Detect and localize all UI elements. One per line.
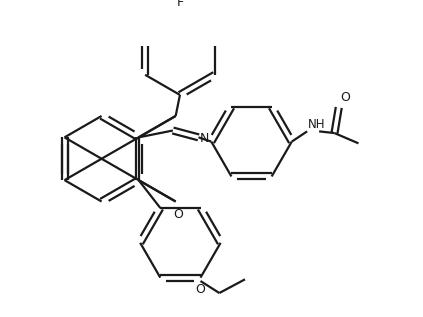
Text: NH: NH bbox=[308, 118, 325, 131]
Text: O: O bbox=[341, 91, 350, 104]
Text: N: N bbox=[200, 132, 209, 145]
Text: O: O bbox=[173, 208, 183, 221]
Text: F: F bbox=[176, 0, 184, 10]
Text: O: O bbox=[195, 283, 206, 296]
